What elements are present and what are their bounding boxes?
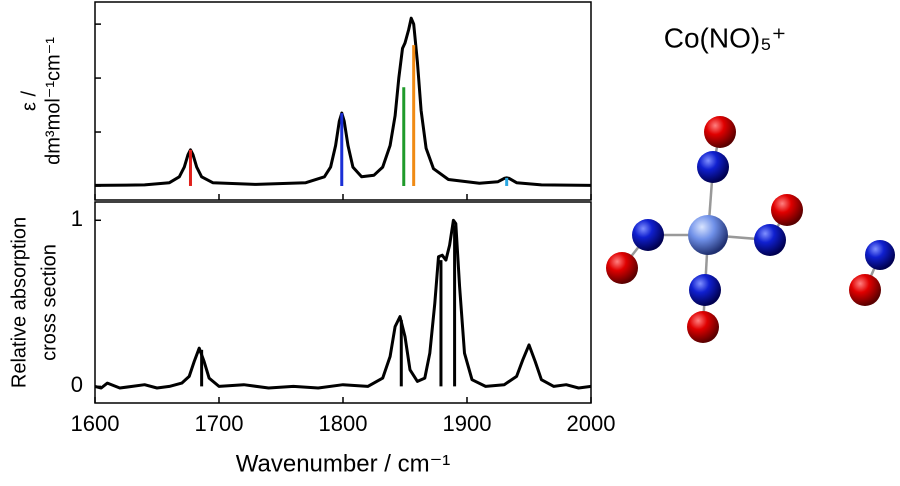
x-tick-label: 2000 <box>567 411 616 436</box>
y-axis-label: cross section <box>38 244 60 361</box>
x-tick-label: 1900 <box>443 411 492 436</box>
atoms <box>606 116 895 343</box>
y-axis-label: dm³mol⁻¹cm⁻¹ <box>42 37 64 165</box>
y-tick-label: 1 <box>71 206 83 231</box>
x-axis-label: Wavenumber / cm⁻¹ <box>236 450 451 477</box>
y-tick-label: 0 <box>71 372 83 397</box>
x-tick-label: 1800 <box>319 411 368 436</box>
spectrum-line <box>94 16 592 187</box>
x-tick-label: 1700 <box>195 411 244 436</box>
spectrum-line <box>94 218 592 390</box>
y-axis-label: ε / <box>18 91 40 111</box>
molecule-label: Co(NO)₅⁺ <box>664 22 787 53</box>
x-tick-label: 1600 <box>71 411 120 436</box>
y-axis-label: Relative absorption <box>8 217 30 388</box>
